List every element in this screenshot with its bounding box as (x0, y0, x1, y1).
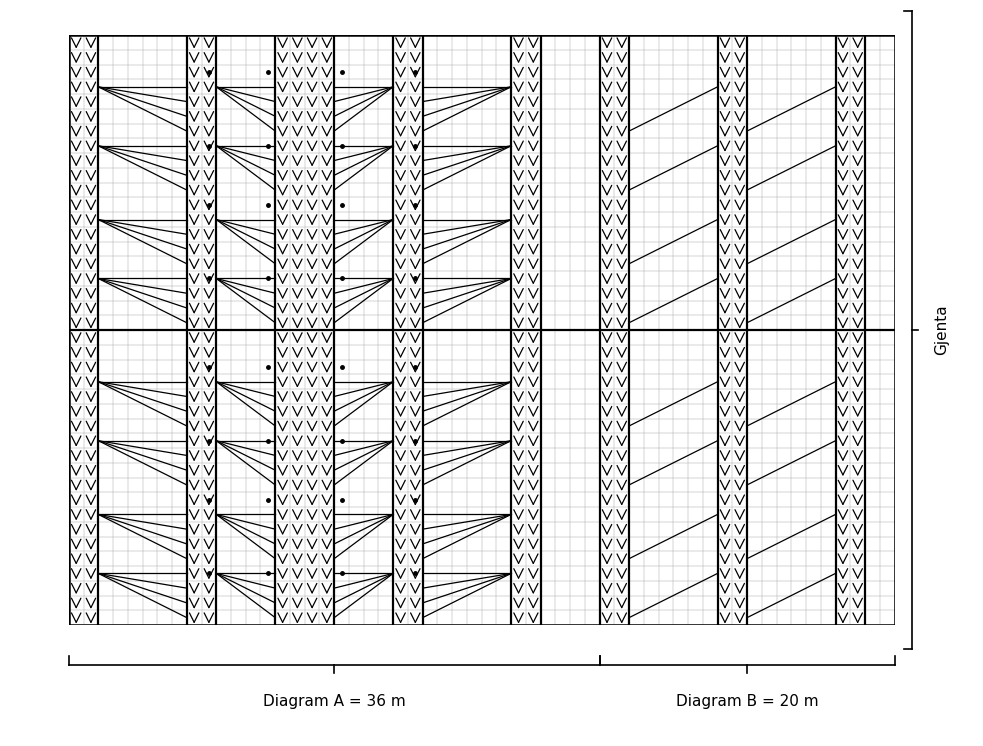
Text: Gjenta: Gjenta (934, 305, 949, 355)
Text: Diagram A = 36 m: Diagram A = 36 m (262, 694, 406, 709)
Text: Diagram B = 20 m: Diagram B = 20 m (675, 694, 819, 709)
